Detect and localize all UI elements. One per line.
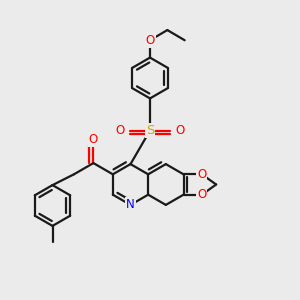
Text: O: O bbox=[116, 124, 125, 137]
Text: S: S bbox=[146, 124, 154, 137]
Text: O: O bbox=[197, 188, 206, 201]
Text: O: O bbox=[146, 34, 154, 47]
Text: N: N bbox=[126, 198, 135, 212]
Text: O: O bbox=[89, 133, 98, 146]
Text: O: O bbox=[175, 124, 184, 137]
Text: O: O bbox=[197, 168, 206, 181]
